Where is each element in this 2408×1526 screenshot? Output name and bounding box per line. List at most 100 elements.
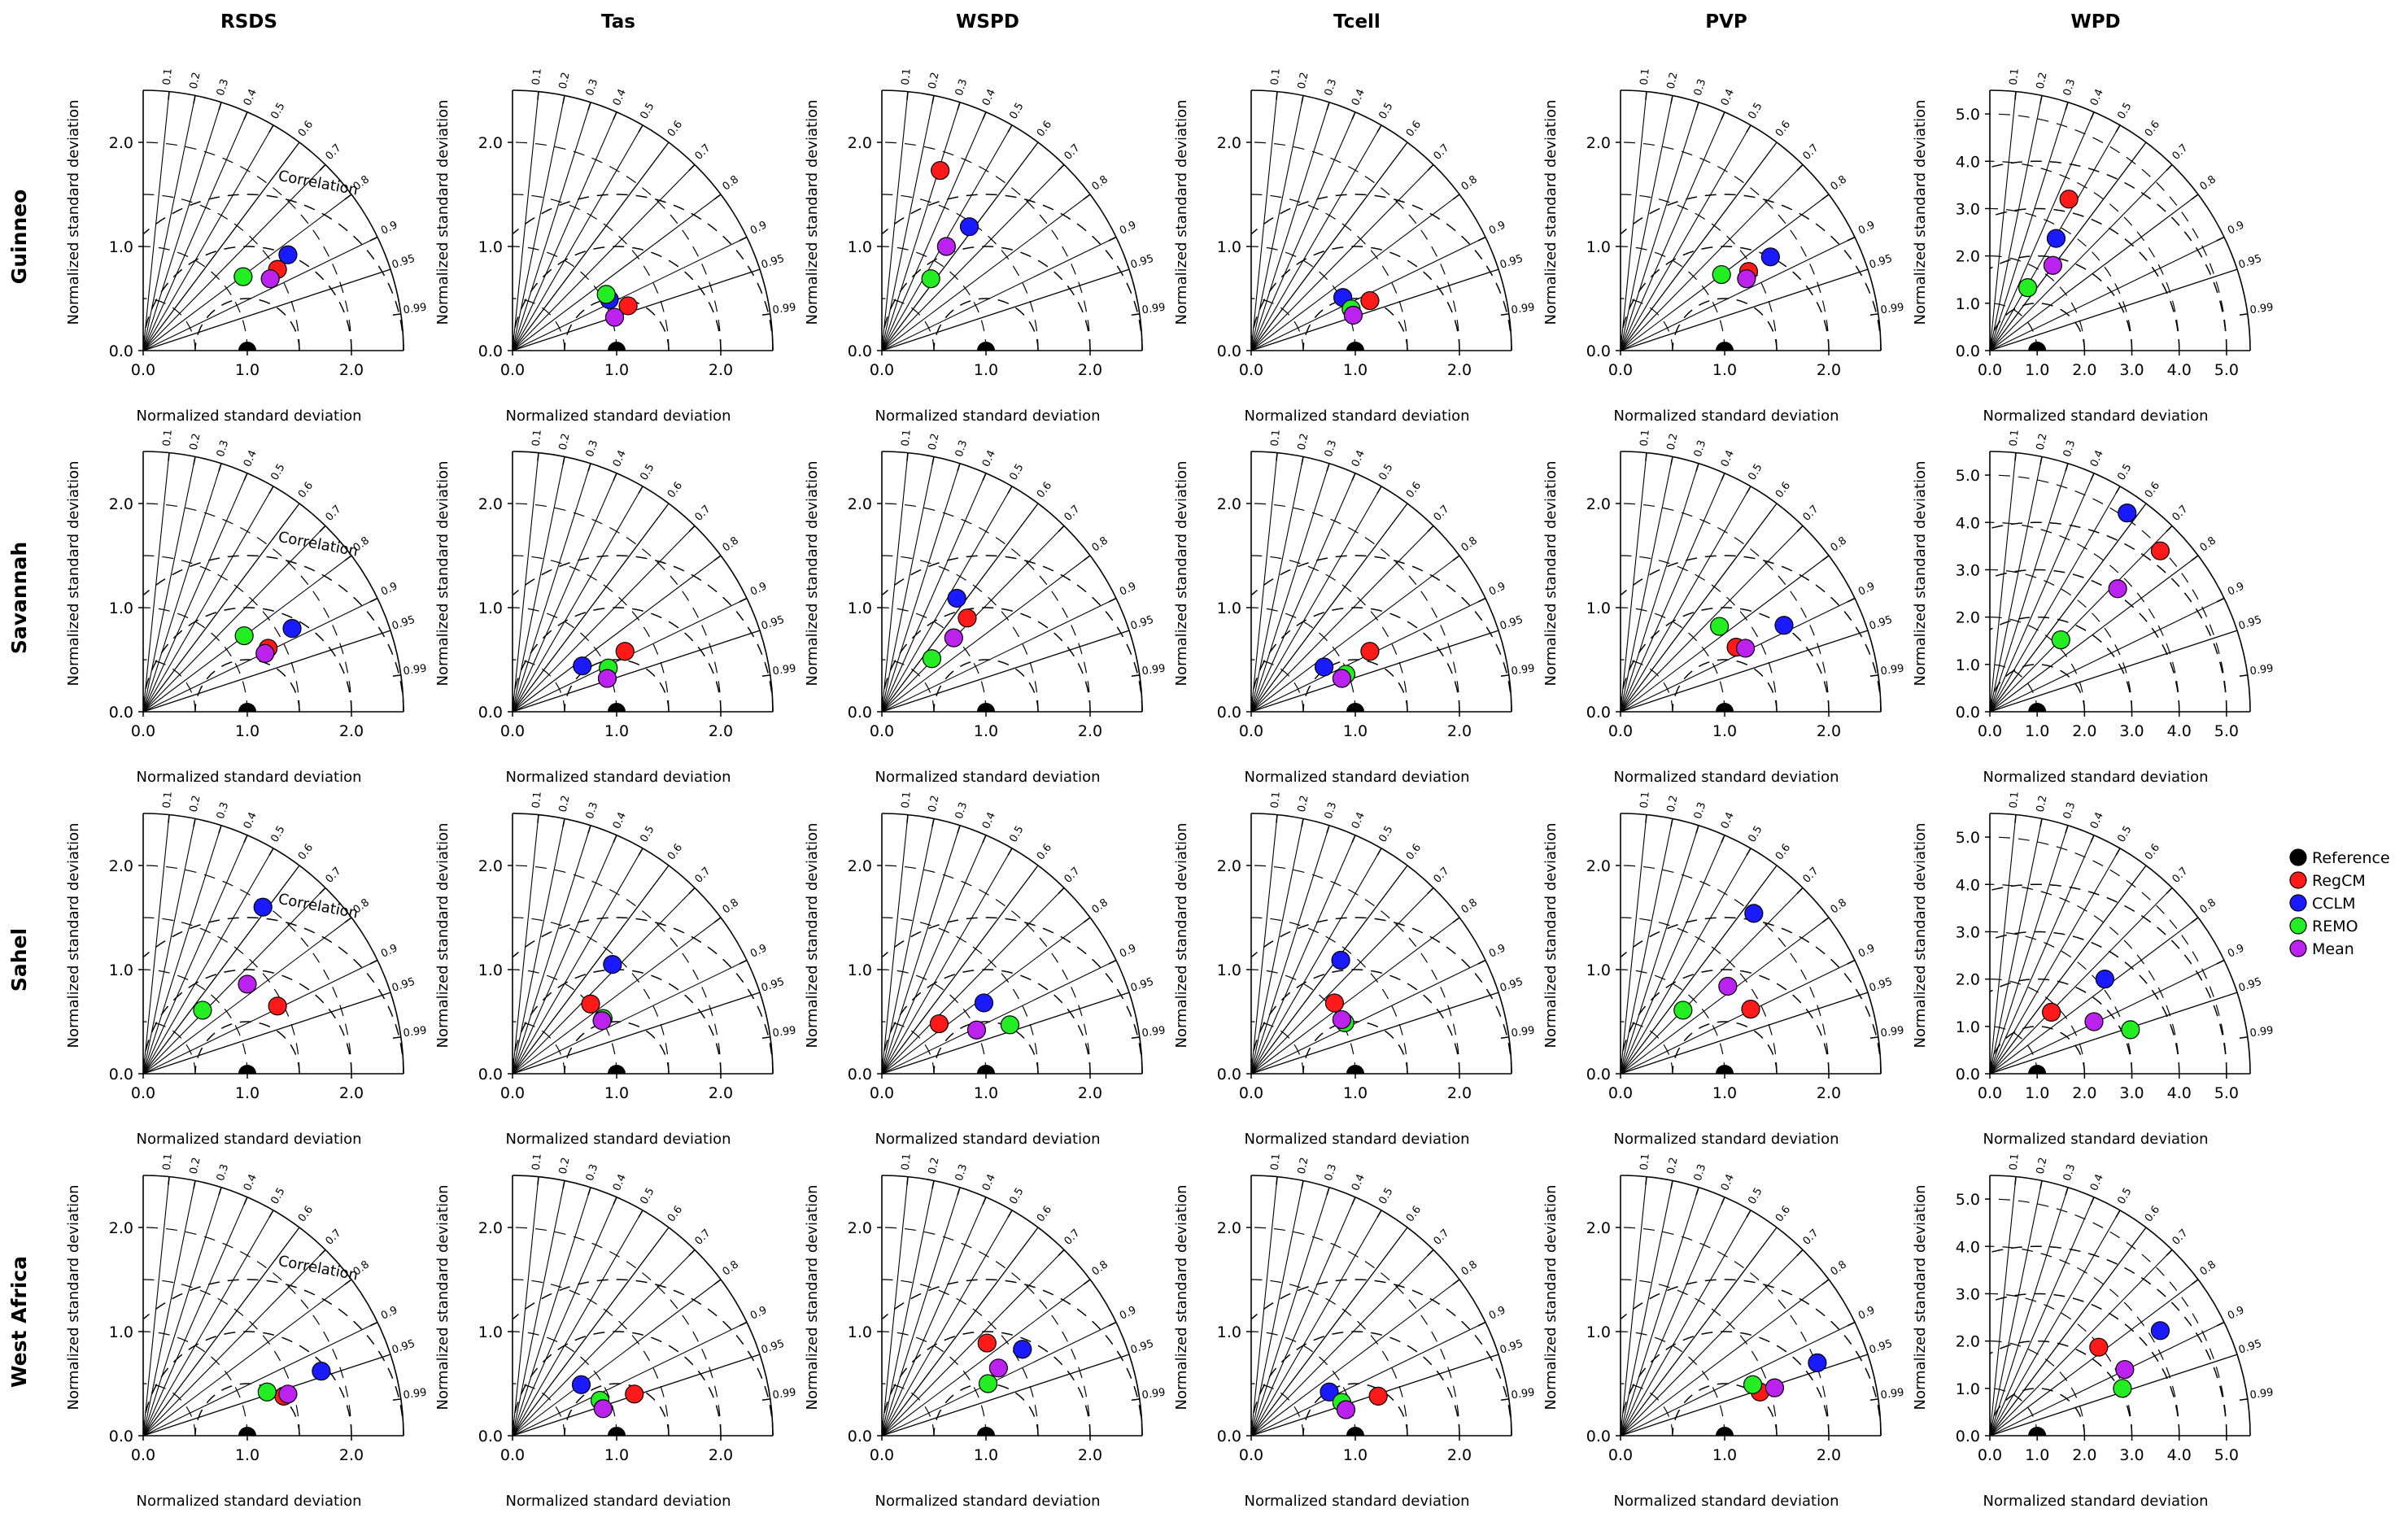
y-tick-label: 5.0 (1956, 829, 1980, 847)
correlation-tick (1869, 1398, 1878, 1402)
correlation-ray (1250, 1227, 1408, 1437)
rms-arc (142, 969, 352, 1074)
correlation-tick-label: 0.6 (2143, 119, 2162, 140)
correlation-ray (142, 1187, 222, 1437)
correlation-tick-label: 0.3 (2061, 77, 2079, 97)
correlation-ray (512, 887, 696, 1075)
x-tick-label: 1.0 (235, 1084, 260, 1102)
point-cclm (312, 1362, 331, 1381)
stddev-arc (1989, 474, 2227, 713)
reference-marker (1716, 1065, 1734, 1074)
point-cclm (571, 1375, 591, 1394)
x-tick-label: 2.0 (1817, 361, 1841, 379)
y-axis-label: Normalized standard deviation (1173, 822, 1190, 1048)
x-axis-label: Normalized standard deviation (136, 408, 361, 425)
y-tick-label: 3.0 (1956, 561, 1980, 579)
correlation-tick-label: 0.3 (953, 438, 971, 458)
correlation-tick-label: 0.6 (665, 842, 685, 863)
y-tick-label: 1.0 (848, 238, 872, 256)
correlation-tick-label: 0.4 (2088, 1172, 2106, 1192)
correlation-tick-label: 0.95 (1498, 252, 1525, 271)
rms-arc (1250, 1331, 1460, 1436)
correlation-tick-label: 0.7 (1062, 865, 1083, 886)
y-tick-label: 2.0 (1586, 495, 1611, 513)
stddev-arc (142, 1021, 196, 1075)
point-regcm (977, 1333, 997, 1353)
x-tick-label: 1.0 (604, 1446, 629, 1464)
panel-west-africa-tcell: 0.1 0.2 0.3 0.4 0.5 0.6 0.7 0.8 0.9 0.95 0.99 0.00.… (1173, 1153, 1536, 1510)
correlation-tick-label: 0.9 (1487, 580, 1507, 599)
y-tick-label: 1.0 (109, 1323, 133, 1341)
y-tick-label: 2.0 (478, 857, 503, 875)
correlation-tick-label: 0.8 (721, 1258, 742, 1278)
point-remo (257, 1382, 277, 1402)
x-tick-label: 0.0 (1608, 1446, 1633, 1464)
correlation-tick-label: 0.6 (665, 480, 685, 501)
y-tick-label: 0.0 (1956, 704, 1980, 722)
x-tick-label: 1.0 (974, 361, 998, 379)
x-axis-label: Normalized standard deviation (505, 1493, 731, 1510)
outer-arc (512, 1175, 774, 1437)
rms-arc (564, 1383, 670, 1436)
correlation-ray (881, 452, 909, 713)
correlation-tick-label: 0.99 (403, 1024, 428, 1040)
correlation-tick-label: 0.5 (1376, 824, 1395, 844)
column-title-wspd: WSPD (956, 11, 1019, 33)
correlation-tick-label: 0.2 (557, 432, 573, 451)
y-tick-label: 2.0 (848, 1219, 872, 1237)
y-tick-label: 2.0 (478, 1219, 503, 1237)
rms-arc (1620, 1331, 1830, 1436)
y-tick-label: 2.0 (109, 134, 133, 152)
correlation-tick-label: 0.1 (900, 791, 914, 809)
y-tick-label: 2.0 (1217, 495, 1241, 513)
stddev-arc (1989, 664, 2038, 713)
correlation-ray (1620, 1249, 1804, 1437)
reference-marker (2028, 342, 2047, 351)
point-cclm (1774, 616, 1794, 635)
correlation-tick-label: 0.3 (584, 438, 601, 458)
correlation-tick-label: 0.9 (379, 219, 399, 238)
correlation-ray (881, 1176, 909, 1437)
legend-label-cclm: CCLM (2312, 895, 2356, 913)
legend-marker-mean (2289, 940, 2307, 957)
y-axis-label: Normalized standard deviation (1542, 1184, 1560, 1410)
correlation-tick-label: 0.6 (1773, 1204, 1793, 1225)
correlation-tick-label: 0.6 (665, 1204, 685, 1225)
correlation-ray (1989, 194, 2199, 351)
correlation-tick-label: 0.99 (1880, 1386, 1905, 1402)
stddev-arc (1250, 1227, 1460, 1437)
rms-arc (142, 246, 352, 351)
x-tick-label: 0.0 (870, 1084, 894, 1102)
stddev-arc (1250, 555, 1408, 713)
point-cclm (1320, 1382, 1339, 1402)
correlation-tick-label: 0.3 (1323, 800, 1340, 820)
correlation-tick-label: 0.5 (1007, 462, 1026, 482)
rms-arc (933, 1021, 1039, 1074)
stddev-arc (142, 865, 352, 1075)
correlation-ray (1250, 1197, 1356, 1437)
correlation-tick-label: 0.2 (2035, 1156, 2050, 1175)
correlation-tick-label: 0.5 (638, 462, 657, 482)
y-tick-label: 1.0 (1586, 600, 1611, 617)
stddev-arc (1989, 1245, 2180, 1437)
panel-guinneo-tas: 0.1 0.2 0.3 0.4 0.5 0.6 0.7 0.8 0.9 0.95 0.99 0.00.… (434, 68, 797, 425)
correlation-ray (881, 1180, 935, 1437)
correlation-ray (881, 473, 987, 713)
stddev-arc (1620, 1331, 1725, 1437)
correlation-ray (881, 91, 909, 351)
outer-arc (142, 451, 404, 713)
correlation-tick-label: 0.7 (1432, 142, 1452, 163)
reference-marker (608, 1427, 626, 1436)
rms-arc (1991, 207, 2180, 351)
x-tick-label: 0.0 (131, 1446, 155, 1464)
rms-arc (194, 1021, 300, 1074)
correlation-ray (1250, 525, 1434, 713)
outer-arc (1250, 89, 1512, 351)
x-tick-label: 2.0 (339, 1446, 364, 1464)
correlation-ray (1250, 91, 1278, 351)
outer-arc (1620, 89, 1882, 351)
x-tick-label: 2.0 (1447, 1084, 1472, 1102)
correlation-ray (1620, 456, 1673, 713)
correlation-ray (1989, 992, 2238, 1075)
panel-sahel-tas: 0.1 0.2 0.3 0.4 0.5 0.6 0.7 0.8 0.9 0.95 0.99 0.00.… (434, 791, 797, 1148)
